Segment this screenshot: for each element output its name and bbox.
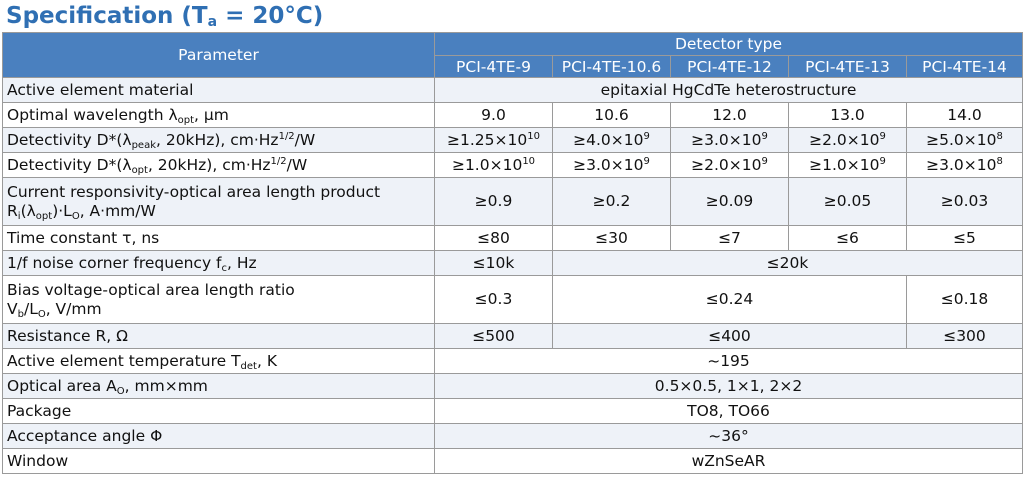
- row-label: Current responsivity-optical area length…: [2, 177, 435, 226]
- table-row: Time constant τ, ns ≤80 ≤30 ≤7 ≤6 ≤5: [2, 225, 1023, 251]
- header-model: PCI-4TE-12: [670, 55, 789, 78]
- cell-value: ≥4.0×109: [552, 127, 671, 153]
- cell-value: ≤80: [434, 225, 553, 251]
- table-row: Active element temperature Tdet, K ~195: [2, 348, 1023, 374]
- row-label: Detectivity D*(λpeak, 20kHz), cm·Hz1/2/W: [2, 127, 435, 153]
- cell-value: TO8, TO66: [434, 398, 1023, 424]
- cell-value: ≥0.05: [788, 177, 907, 226]
- page-title: Specification (Ta = 20°C): [6, 3, 324, 30]
- cell-value: ≥0.9: [434, 177, 553, 226]
- cell-value: ≤300: [906, 323, 1023, 349]
- header-model: PCI-4TE-9: [434, 55, 553, 78]
- cell-value: 14.0: [906, 102, 1023, 128]
- cell-value: ≤5: [906, 225, 1023, 251]
- row-label: Bias voltage-optical area length ratio Vb…: [2, 275, 435, 324]
- row-label: Detectivity D*(λopt, 20kHz), cm·Hz1/2/W: [2, 152, 435, 178]
- cell-value: ≥3.0×109: [670, 127, 789, 153]
- table-row: Detectivity D*(λpeak, 20kHz), cm·Hz1/2/W…: [2, 127, 1023, 153]
- row-label: Optimal wavelength λopt, µm: [2, 102, 435, 128]
- table-row: Active element material epitaxial HgCdTe…: [2, 77, 1023, 103]
- table-row: Optimal wavelength λopt, µm 9.0 10.6 12.…: [2, 102, 1023, 128]
- row-label: Time constant τ, ns: [2, 225, 435, 251]
- cell-value: ≤0.24: [552, 275, 907, 324]
- cell-value: ≥5.0×108: [906, 127, 1023, 153]
- cell-value: ≥2.0×109: [670, 152, 789, 178]
- header-parameter: Parameter: [2, 32, 435, 78]
- cell-value: ≥3.0×108: [906, 152, 1023, 178]
- header-model: PCI-4TE-13: [788, 55, 907, 78]
- cell-value: ≥2.0×109: [788, 127, 907, 153]
- table-row: Optical area AO, mm×mm 0.5×0.5, 1×1, 2×2: [2, 373, 1023, 399]
- cell-value: 10.6: [552, 102, 671, 128]
- cell-value: ≥3.0×109: [552, 152, 671, 178]
- table-row: Acceptance angle Φ ~36°: [2, 423, 1023, 449]
- row-label: Resistance R, Ω: [2, 323, 435, 349]
- cell-value: 9.0: [434, 102, 553, 128]
- row-label: Active element material: [2, 77, 435, 103]
- cell-value: epitaxial HgCdTe heterostructure: [434, 77, 1023, 103]
- cell-value: ≤0.18: [906, 275, 1023, 324]
- cell-value: 12.0: [670, 102, 789, 128]
- table-row: Detectivity D*(λopt, 20kHz), cm·Hz1/2/W …: [2, 152, 1023, 178]
- cell-value: ≤10k: [434, 250, 553, 276]
- table-row: Current responsivity-optical area length…: [2, 177, 1023, 226]
- cell-value: ≥0.03: [906, 177, 1023, 226]
- cell-value: ≥0.2: [552, 177, 671, 226]
- row-label: Window: [2, 448, 435, 474]
- cell-value: wZnSeAR: [434, 448, 1023, 474]
- cell-value: ≥1.0×109: [788, 152, 907, 178]
- table-row: Resistance R, Ω ≤500 ≤400 ≤300: [2, 323, 1023, 349]
- table-row: Window wZnSeAR: [2, 448, 1023, 474]
- cell-value: ≤20k: [552, 250, 1023, 276]
- header-model: PCI-4TE-10.6: [552, 55, 671, 78]
- specification-table: Parameter Detector type PCI-4TE-9 PCI-4T…: [2, 32, 1023, 474]
- row-label: Acceptance angle Φ: [2, 423, 435, 449]
- cell-value: ≤7: [670, 225, 789, 251]
- cell-value: ≤6: [788, 225, 907, 251]
- cell-value: 13.0: [788, 102, 907, 128]
- cell-value: ≤30: [552, 225, 671, 251]
- table-row: Bias voltage-optical area length ratio Vb…: [2, 275, 1023, 324]
- cell-value: ≥1.0×1010: [434, 152, 553, 178]
- table-row: Package TO8, TO66: [2, 398, 1023, 424]
- cell-value: 0.5×0.5, 1×1, 2×2: [434, 373, 1023, 399]
- cell-value: ≤0.3: [434, 275, 553, 324]
- cell-value: ≤500: [434, 323, 553, 349]
- row-label: Optical area AO, mm×mm: [2, 373, 435, 399]
- table-row: 1/f noise corner frequency fc, Hz ≤10k ≤…: [2, 250, 1023, 276]
- cell-value: ≥0.09: [670, 177, 789, 226]
- header-model: PCI-4TE-14: [906, 55, 1023, 78]
- cell-value: ~36°: [434, 423, 1023, 449]
- cell-value: ≥1.25×1010: [434, 127, 553, 153]
- row-label: Active element temperature Tdet, K: [2, 348, 435, 374]
- row-label: 1/f noise corner frequency fc, Hz: [2, 250, 435, 276]
- row-label: Package: [2, 398, 435, 424]
- header-detector-type: Detector type: [434, 32, 1023, 56]
- cell-value: ~195: [434, 348, 1023, 374]
- cell-value: ≤400: [552, 323, 907, 349]
